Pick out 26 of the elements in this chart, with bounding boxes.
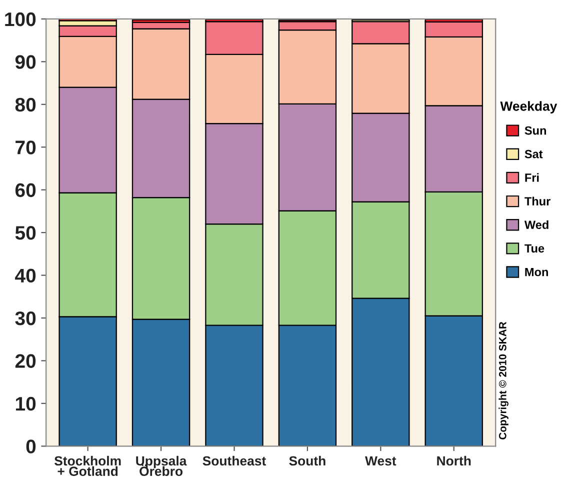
legend-label: Sun [524, 126, 546, 135]
x-tick-label: West [365, 456, 396, 466]
y-tick-label: 100 [5, 12, 36, 26]
y-tick-label: 60 [15, 183, 36, 198]
y-tick-label: 10 [16, 396, 36, 411]
y-tick-label: 40 [15, 268, 36, 283]
x-tick-label: South [289, 456, 326, 466]
text: Copyright © 2010 SKAR [498, 322, 508, 440]
legend-label: Wed [524, 220, 548, 230]
y-tick-label: 90 [15, 55, 36, 69]
x-tick-label: Stockholm + Gotland [54, 456, 121, 476]
legend-label: Tue [524, 244, 544, 253]
legend-label: Mon [525, 268, 548, 276]
x-tick-label: North [437, 456, 471, 466]
y-tick-label: 80 [15, 98, 36, 112]
y-tick-label: 70 [16, 140, 36, 154]
y-tick-label: 20 [15, 354, 36, 368]
x-tick-label: Southeast [202, 456, 266, 466]
legend-label: Sat [524, 150, 543, 158]
y-tick-label: 50 [15, 226, 36, 240]
legend-label: Fri [525, 173, 539, 182]
legend-label: Thur [524, 196, 550, 206]
legend-title: Weekday [500, 101, 558, 114]
x-tick-label: Uppsala Örebro [136, 456, 187, 476]
y-tick-label: 0 [26, 440, 36, 454]
y-tick-label: 30 [15, 311, 36, 326]
